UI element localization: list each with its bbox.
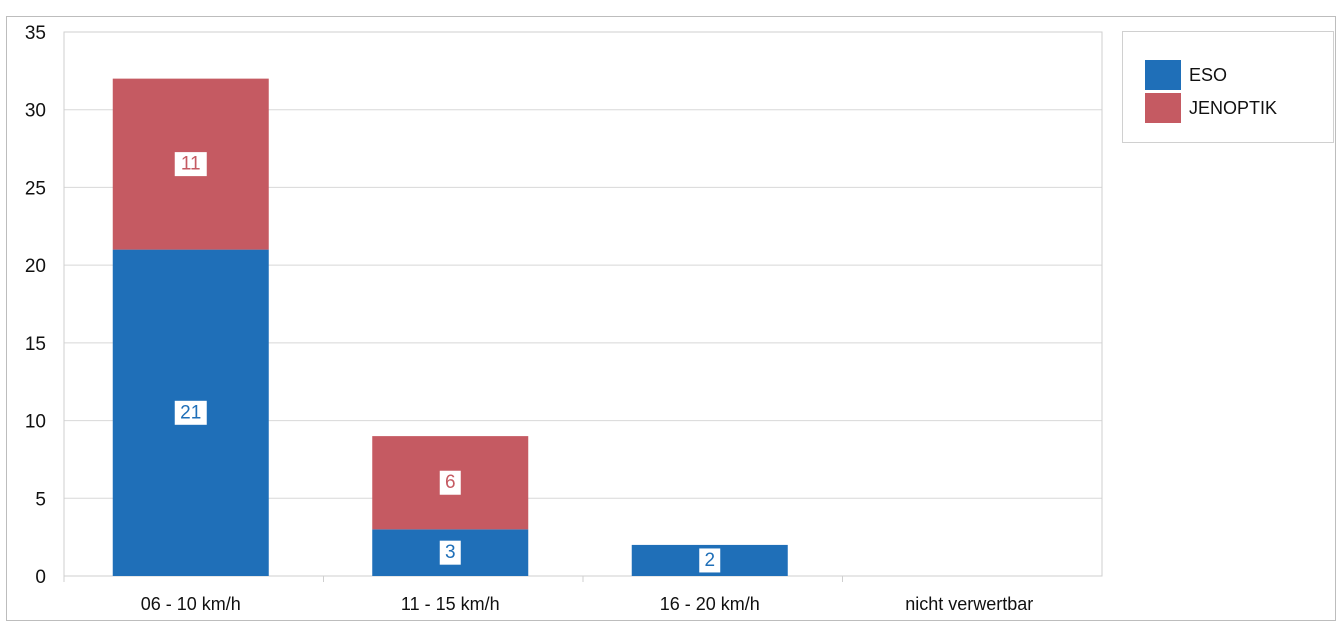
x-tick-label-2: 16 - 20 km/h [660,594,760,614]
data-label-text: 2 [704,550,715,571]
data-label-eso-2: 2 [699,548,721,573]
legend: ESO JENOPTIK [1122,31,1334,143]
y-tick-label-5: 5 [35,489,46,510]
bars [112,78,788,576]
legend-label-eso: ESO [1189,64,1228,85]
y-tick-label-30: 30 [25,101,46,122]
y-tick-label-15: 15 [25,334,46,355]
x-tick-label-1: 11 - 15 km/h [401,594,500,614]
y-tick-label-20: 20 [25,256,46,277]
data-label-box [174,400,207,425]
data-label-jenoptik-1: 6 [439,470,461,495]
y-tick-label-10: 10 [25,412,46,433]
y-tick-label-0: 0 [35,567,46,588]
data-labels: 21 11 3 6 2 [174,152,721,573]
data-label-eso-0: 21 [174,400,207,425]
x-tick-label-0: 06 - 10 km/h [141,594,241,614]
data-label-text: 21 [180,402,201,423]
data-label-text: 11 [181,154,201,175]
legend-item-eso: ESO [1145,60,1227,90]
data-label-text: 6 [445,472,456,493]
x-tick-label-3: nicht verwertbar [905,594,1033,614]
data-label-text: 3 [445,542,456,563]
data-label-box [439,470,461,495]
legend-swatch-jenoptik [1145,93,1181,123]
data-label-jenoptik-0: 11 [174,152,207,177]
data-label-box [699,548,721,573]
y-tick-label-35: 35 [25,23,46,44]
legend-swatch-eso [1145,60,1181,90]
data-label-eso-1: 3 [439,540,461,565]
data-label-box [174,152,207,177]
legend-item-jenoptik: JENOPTIK [1145,93,1277,123]
y-tick-label-25: 25 [25,178,46,199]
legend-label-jenoptik: JENOPTIK [1189,97,1278,118]
data-label-box [439,540,461,565]
axes: 0 5 10 15 20 25 30 35 06 - 10 km/h 11 - 15 km/h 16… [25,23,1103,614]
